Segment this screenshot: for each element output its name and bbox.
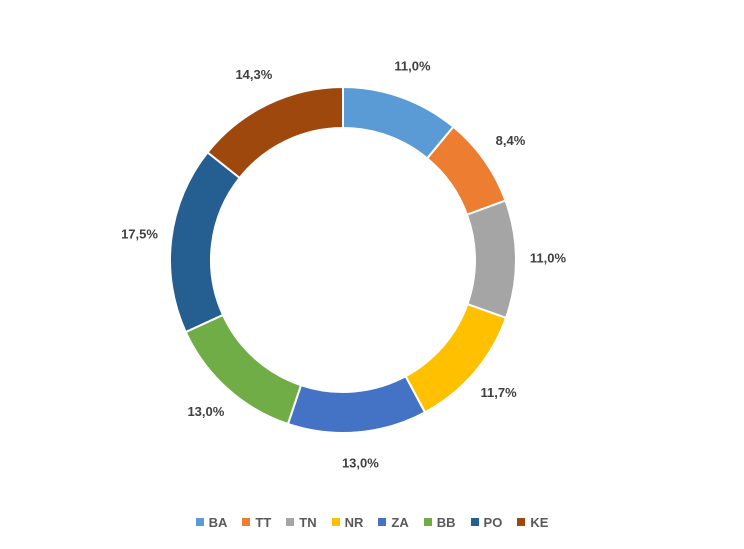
legend-swatch-bb — [423, 518, 432, 526]
legend-swatch-ke — [517, 518, 526, 526]
data-label-ke: 14,3% — [235, 67, 272, 82]
legend-swatch-po — [470, 518, 479, 526]
legend-swatch-za — [378, 518, 387, 526]
legend-item-tn: TN — [286, 514, 317, 530]
slice-ke — [206, 85, 344, 180]
legend-label-tt: TT — [255, 514, 272, 530]
legend-item-za: ZA — [378, 514, 409, 530]
data-label-bb: 13,0% — [187, 404, 224, 419]
data-label-nr: 11,7% — [481, 385, 518, 400]
legend-swatch-tn — [286, 518, 295, 526]
slice-za — [286, 374, 427, 434]
data-label-tn: 11,0% — [530, 250, 567, 265]
chart-slices — [169, 85, 517, 434]
legend-swatch-ba — [195, 518, 204, 526]
legend-label-tn: TN — [299, 514, 317, 530]
legend-item-ke: KE — [517, 515, 548, 530]
legend-item-tt: TT — [242, 515, 271, 530]
legend-swatch-nr — [331, 518, 340, 526]
legend-item-nr: NR — [331, 514, 364, 530]
data-label-ba: 11,0% — [394, 59, 431, 74]
slice-tn — [465, 199, 517, 320]
data-label-tt: 8,4% — [496, 133, 526, 148]
legend-item-ba: BA — [195, 514, 228, 530]
legend-label-ke: KE — [530, 514, 549, 530]
slice-po — [169, 150, 242, 334]
legend-label-ba: BA — [208, 514, 228, 530]
legend-label-po: PO — [483, 514, 503, 530]
chart-data-labels: 11,0% 8,4% 11,0% 11,7% 13,0% 13,0% 17,5% 14,3% — [121, 59, 566, 471]
legend-label-nr: NR — [344, 514, 364, 530]
data-label-za: 13,0% — [342, 456, 379, 471]
data-label-po: 17,5% — [121, 227, 158, 242]
legend-item-bb: BB — [423, 514, 456, 530]
chart-legend: BA TT TN NR ZA BB PO KE — [0, 512, 744, 532]
legend-label-bb: BB — [436, 514, 456, 530]
legend-label-za: ZA — [391, 514, 409, 530]
legend-item-po: PO — [470, 514, 503, 530]
legend-swatch-tt — [242, 518, 251, 526]
